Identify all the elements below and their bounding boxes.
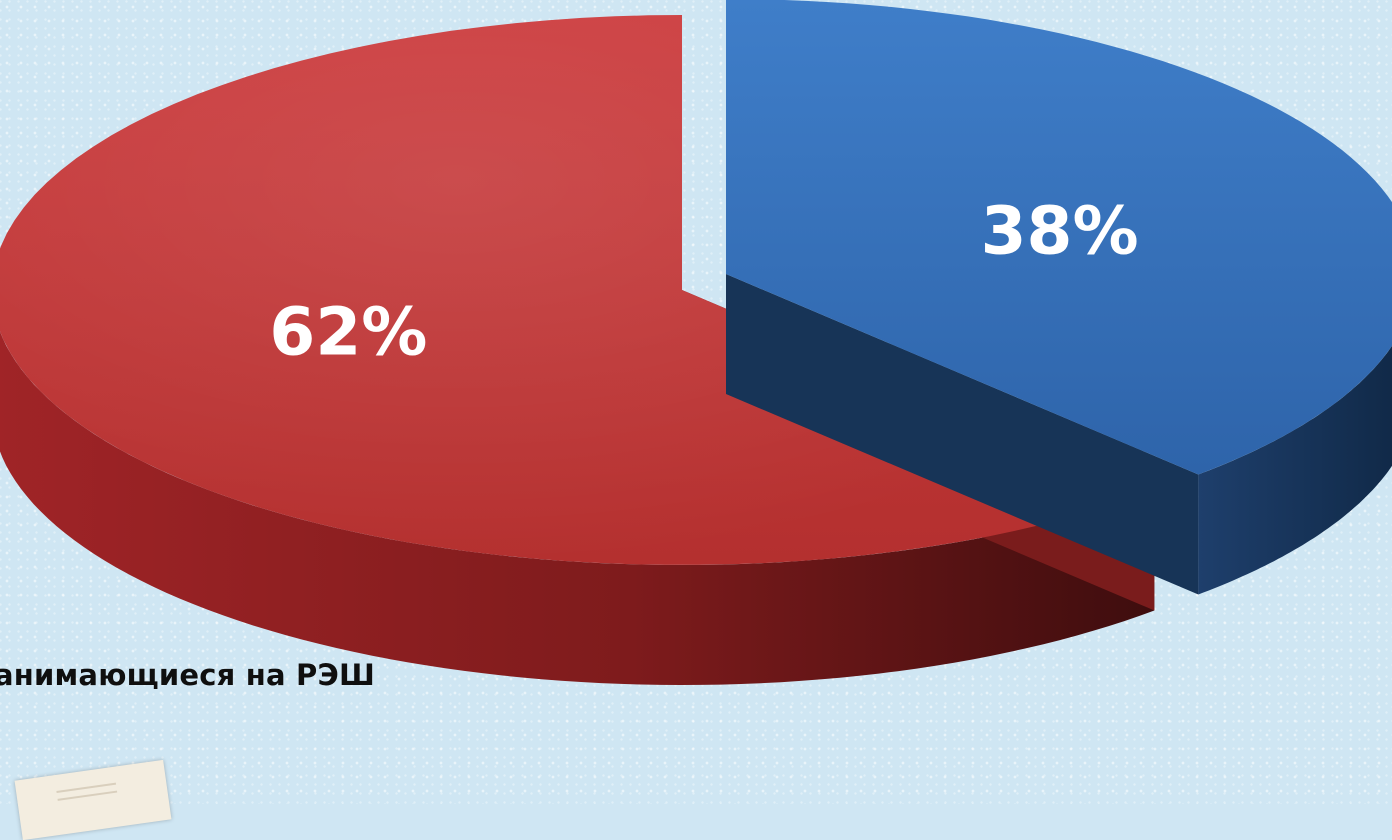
pie-slice-38pct [726,0,1392,595]
legend-label: анимающиеся на РЭШ [0,658,376,692]
pie-chart: 62% 38% [0,0,1392,685]
slice-side-wall [0,331,1155,685]
slice-value-label: 38% [981,193,1139,270]
slice-value-label: 62% [269,294,427,371]
slice-cut-face [726,274,1199,595]
slice-side-wall [1198,345,1392,595]
slice-top-face [726,0,1392,475]
